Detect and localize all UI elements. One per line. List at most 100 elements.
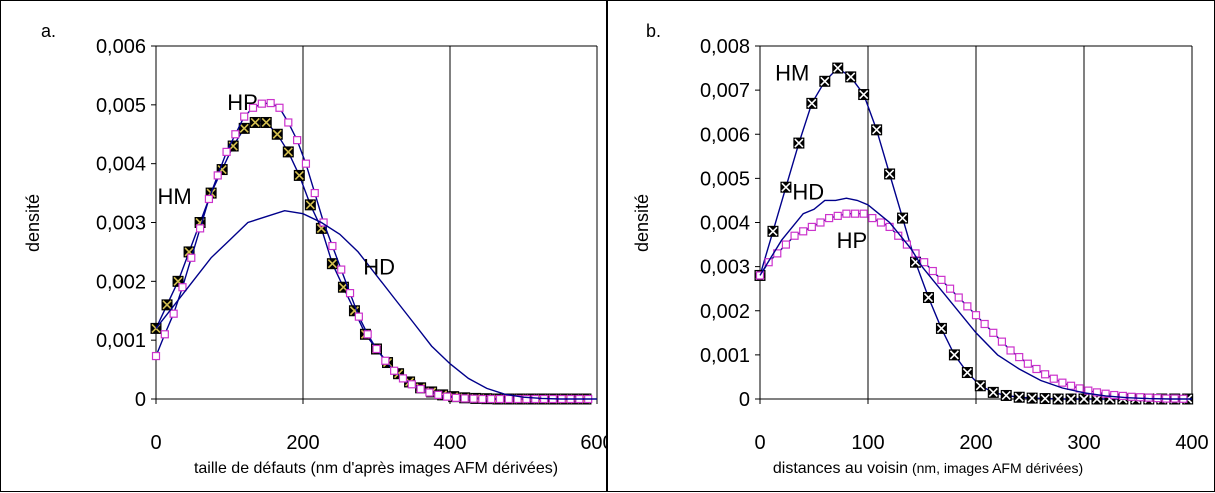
marker-cross <box>872 125 882 135</box>
data-point-hp <box>213 171 222 180</box>
marker-cross <box>1001 390 1011 401</box>
y-tick-label: 0,006 <box>96 36 146 58</box>
data-point-hp <box>850 209 860 218</box>
marker-cross <box>1066 394 1076 404</box>
data-point-hp <box>980 319 989 329</box>
data-point-hm <box>304 199 316 211</box>
x-tick-label: 200 <box>959 432 992 454</box>
y-tick-label: 0 <box>135 389 146 411</box>
panel-label: b. <box>646 21 661 41</box>
annotation-hd: HD <box>792 180 824 205</box>
data-point-hm <box>1039 393 1051 405</box>
data-point-hp <box>451 393 460 402</box>
data-point-hp <box>328 241 337 251</box>
data-point-hp <box>842 209 851 218</box>
marker-cross <box>962 367 972 378</box>
panel-label: a. <box>41 21 56 41</box>
data-point-hp <box>487 394 496 404</box>
data-point-hp <box>151 351 161 361</box>
data-point-hp <box>390 366 399 375</box>
x-axis-label-main: distances au voisin <box>773 460 908 477</box>
annotation-hp: HP <box>227 90 258 115</box>
marker-cross <box>1014 392 1024 402</box>
data-point-hp <box>398 374 408 383</box>
data-point-hp <box>989 328 998 337</box>
y-tick-label: 0,005 <box>96 95 146 117</box>
data-point-hm <box>1078 393 1090 405</box>
marker-cross <box>807 98 817 108</box>
data-point-hm <box>961 367 973 379</box>
series-line-hp <box>155 102 589 400</box>
data-point-hm <box>238 122 250 134</box>
data-point-hm <box>948 349 960 361</box>
data-point-hp <box>997 337 1007 346</box>
data-point-hp <box>971 311 981 320</box>
data-point-hp <box>876 218 886 227</box>
x-axis-label-paren: (nm, images AFM dérivées) <box>908 460 1083 476</box>
data-point-hm <box>326 258 338 270</box>
data-point-hm <box>793 137 805 149</box>
data-point-hm <box>780 181 792 193</box>
x-tick-label: 100 <box>851 432 884 454</box>
marker-cross <box>162 300 172 310</box>
data-point-hp <box>222 147 231 156</box>
series-hm <box>754 62 1194 405</box>
data-point-hp <box>1127 392 1136 401</box>
data-point-hp <box>807 222 816 232</box>
data-point-hp <box>469 394 478 403</box>
y-tick-label: 0,008 <box>700 36 750 58</box>
data-point-hp <box>442 392 452 401</box>
data-point-hp <box>1144 393 1153 402</box>
data-point-hp <box>1041 370 1050 379</box>
x-tick-label: 600 <box>580 432 613 454</box>
marker-cross <box>305 200 315 210</box>
marker-cross <box>988 387 998 397</box>
data-point-hp <box>1092 388 1102 397</box>
marker-cross <box>239 123 249 133</box>
data-point-hp <box>478 394 487 404</box>
data-point-hm <box>935 322 947 334</box>
y-tick-label: 0,001 <box>96 330 146 352</box>
marker-cross <box>897 213 908 223</box>
marker-cross <box>923 292 934 303</box>
data-point-hp <box>354 312 363 321</box>
data-point-hp <box>920 258 929 267</box>
data-point-hm <box>767 225 779 237</box>
data-point-hp <box>196 224 205 233</box>
marker-cross <box>975 381 985 391</box>
marker-cross <box>1040 393 1050 404</box>
data-point-hp <box>1110 390 1119 400</box>
data-point-hm <box>1065 393 1077 405</box>
series-line-hd <box>759 197 1192 400</box>
data-point-hp <box>284 118 293 127</box>
y-tick-label: 0,007 <box>700 80 750 102</box>
annotation-hd: HD <box>363 255 395 280</box>
marker-cross <box>794 138 804 148</box>
marker-cross <box>936 323 947 333</box>
y-tick-label: 0,002 <box>96 271 146 293</box>
y-tick-label: 0,004 <box>96 154 146 176</box>
data-point-hm <box>1000 389 1012 401</box>
chart-b-svg: b. 0 0,001 0,002 0,003 0,004 0,005 0,006 0,007 0,… <box>632 21 1209 477</box>
data-point-hp <box>755 271 765 280</box>
y-tick-label: 0,003 <box>700 257 750 279</box>
data-point-hp <box>1066 381 1076 390</box>
data-point-hp <box>240 112 249 121</box>
marker-cross <box>949 350 959 360</box>
x-tick-label: 0 <box>754 432 765 454</box>
data-point-hm <box>832 62 844 74</box>
data-point-hp <box>381 356 390 365</box>
y-tick-label: 0,006 <box>700 124 750 146</box>
annotation-hm: HM <box>775 60 809 85</box>
y-tick-label: 0,002 <box>700 301 750 323</box>
data-point-hp <box>531 394 540 404</box>
x-axis-label-main: taille de défauts (nm d'après images AFM… <box>194 460 558 477</box>
data-point-hp <box>204 194 214 204</box>
series-hd <box>759 197 1192 400</box>
data-point-hp <box>266 98 275 108</box>
data-point-hp <box>178 283 187 292</box>
data-point-hp <box>495 394 505 404</box>
data-point-hp <box>416 384 425 394</box>
series-line-hm <box>759 67 1188 400</box>
data-point-hp <box>363 330 372 339</box>
